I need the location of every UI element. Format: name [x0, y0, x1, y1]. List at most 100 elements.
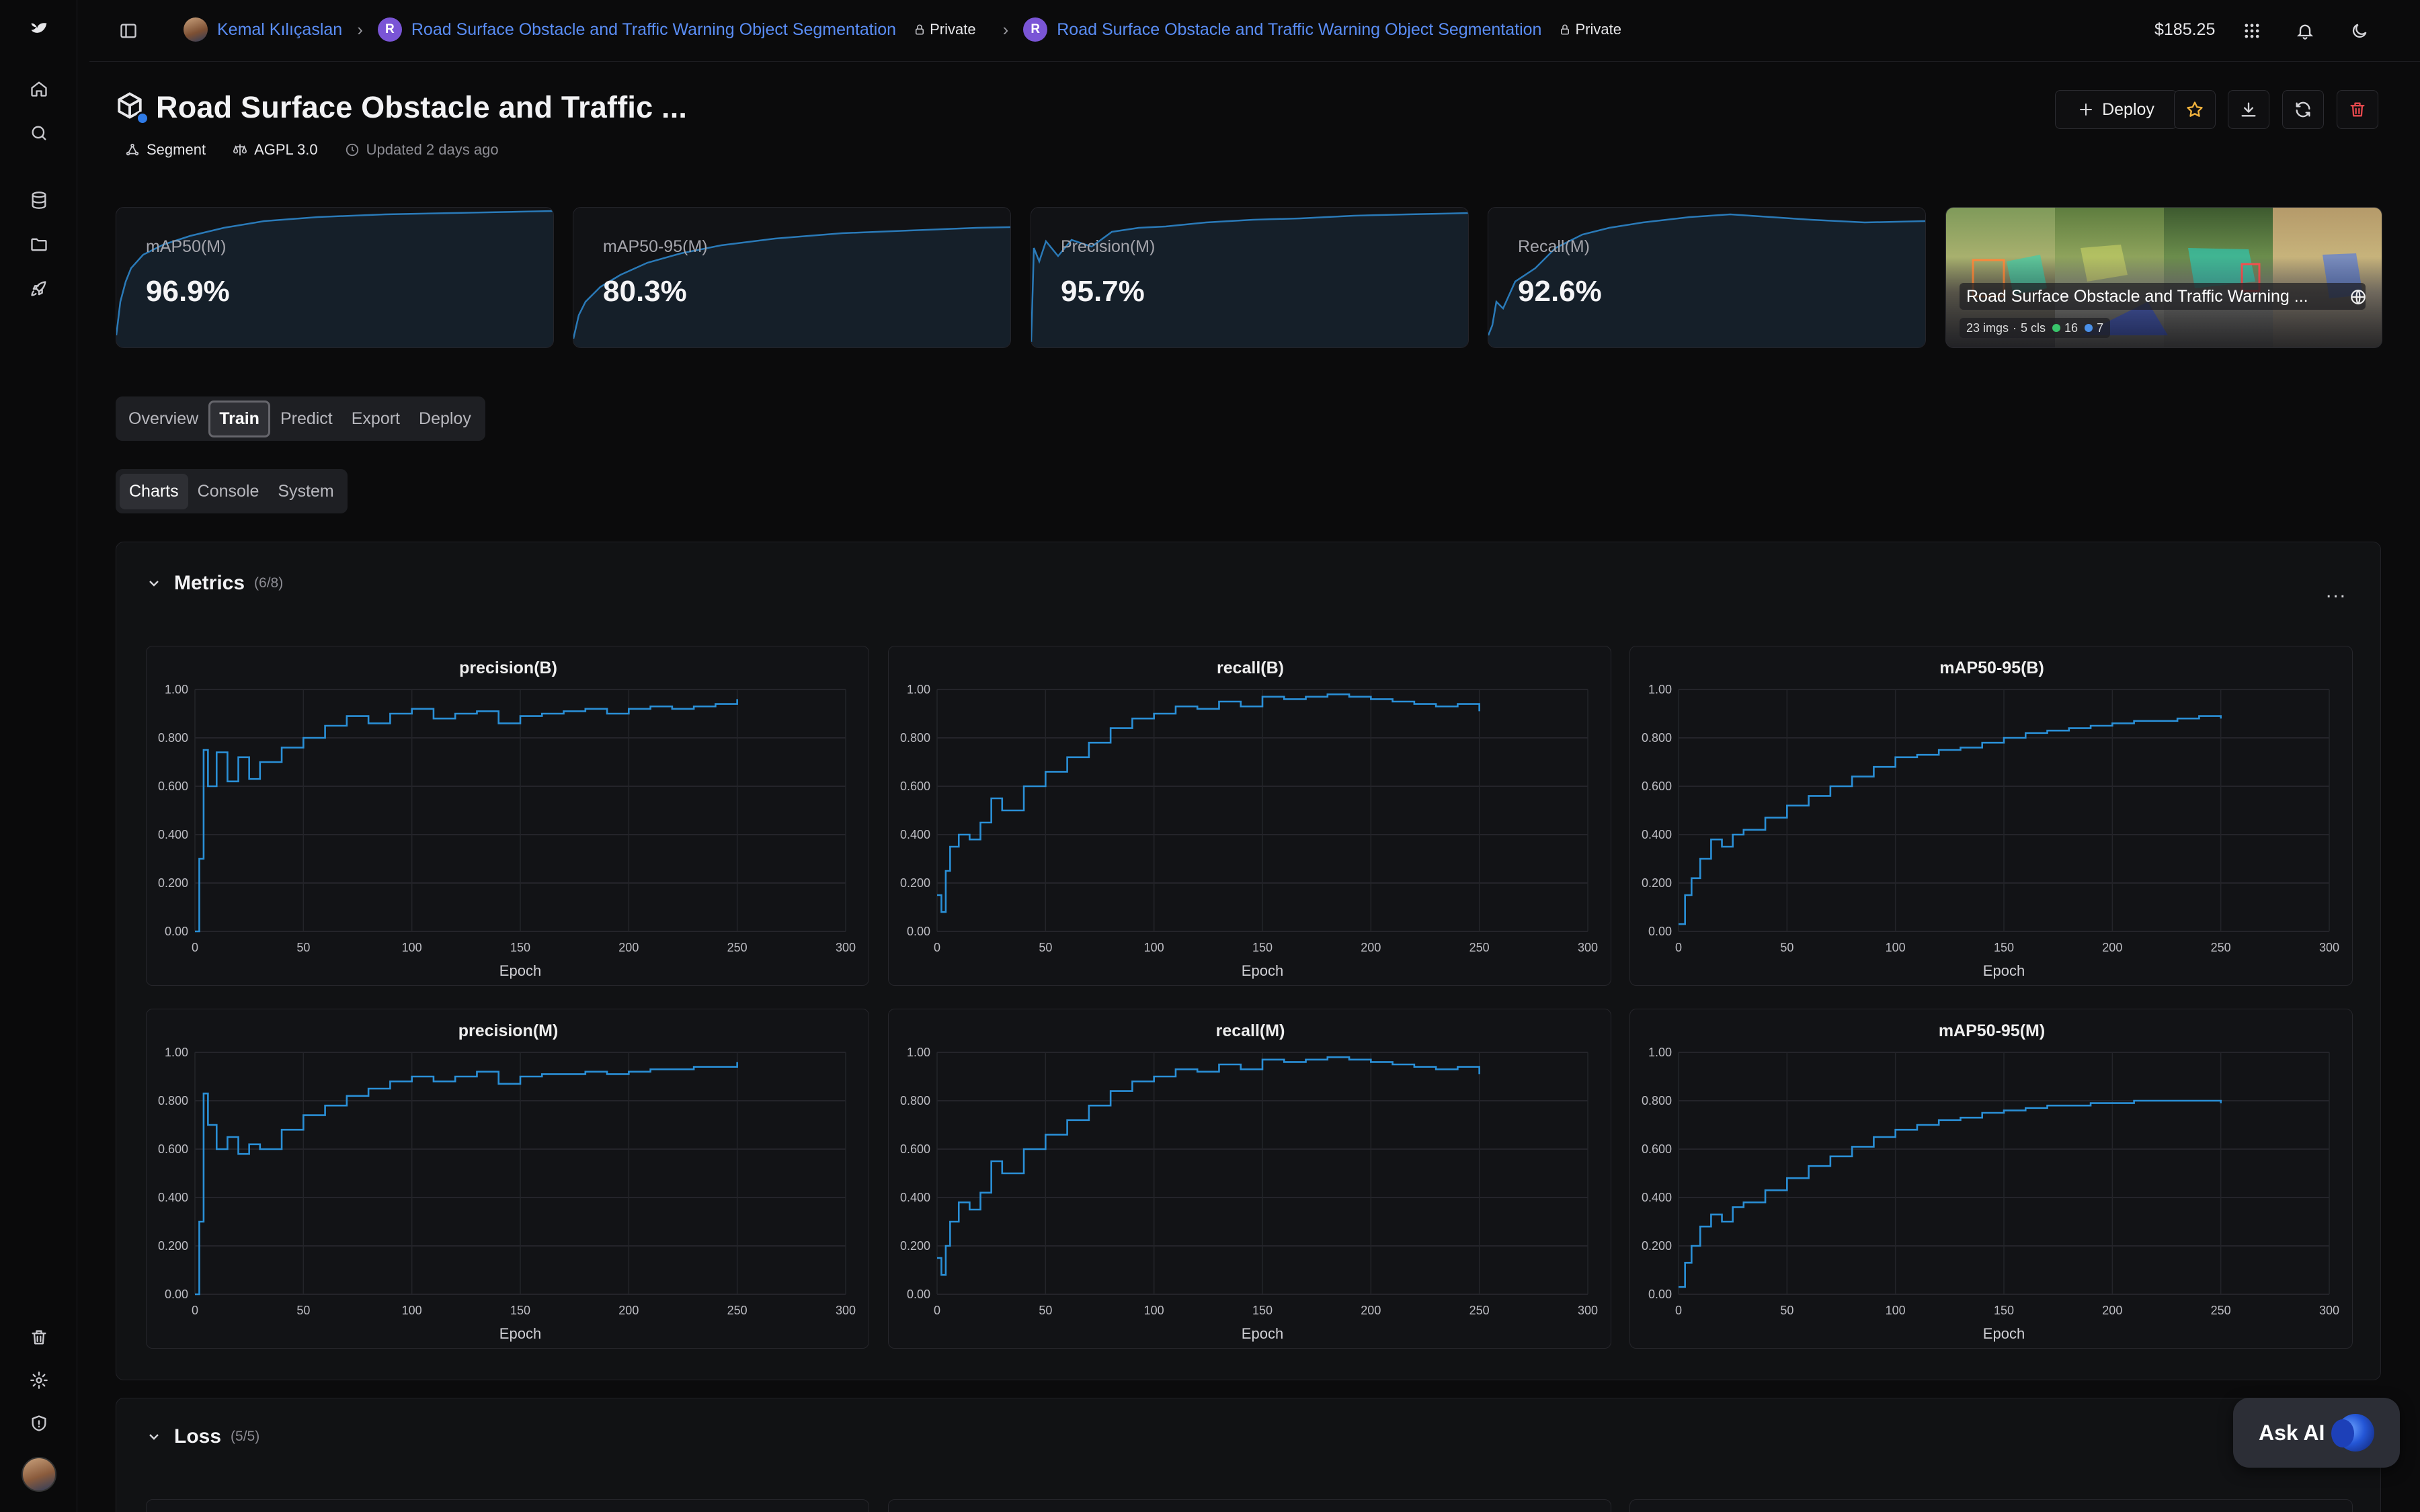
- trash-icon: [2350, 102, 2365, 117]
- x-axis-label: Epoch: [1983, 1325, 2025, 1342]
- metric-card-map50[interactable]: mAP50(M) 96.9%: [116, 207, 554, 348]
- database-icon[interactable]: [27, 188, 51, 212]
- refresh-button[interactable]: [2282, 90, 2324, 129]
- y-tick-label: 0.600: [900, 780, 930, 793]
- search-icon[interactable]: [27, 121, 51, 145]
- chart-title: mAP50-95(M): [1939, 1021, 2045, 1040]
- model-visibility: Private: [1559, 21, 1621, 38]
- metric-card-map50-95[interactable]: mAP50-95(M) 80.3%: [573, 207, 1011, 348]
- y-tick-label: 0.200: [158, 1239, 188, 1253]
- project-visibility: Private: [914, 21, 976, 38]
- series-line: [937, 693, 1480, 913]
- y-tick-label: 0.00: [1648, 1288, 1672, 1301]
- chevron-down-icon: [149, 1434, 159, 1440]
- tab-charts[interactable]: Charts: [120, 473, 188, 509]
- tab-train[interactable]: Train: [208, 400, 270, 437]
- ask-ai-button[interactable]: Ask AI: [2233, 1398, 2400, 1468]
- y-tick-label: 0.200: [1642, 1239, 1672, 1253]
- folder-icon[interactable]: [27, 233, 51, 257]
- project-badge: R: [377, 17, 402, 42]
- section-title: Loss: [174, 1425, 222, 1447]
- bell-icon[interactable]: [2293, 19, 2317, 43]
- loss-chart: [888, 1499, 1611, 1512]
- x-axis-label: Epoch: [1983, 962, 2025, 979]
- y-tick-label: 1.00: [1648, 1046, 1672, 1059]
- star-icon: [2187, 101, 2203, 117]
- dataset-classes: 5 cls: [2021, 321, 2046, 335]
- x-tick-label: 100: [402, 941, 422, 954]
- breadcrumb-model[interactable]: Road Surface Obstacle and Traffic Warnin…: [1057, 19, 1542, 39]
- apps-grid-icon[interactable]: [2240, 19, 2264, 43]
- user-avatar: [184, 17, 208, 42]
- deploy-button[interactable]: Deploy: [2055, 90, 2177, 129]
- y-tick-label: 0.800: [158, 1094, 188, 1107]
- delete-button[interactable]: [2337, 90, 2378, 129]
- x-tick-label: 150: [1994, 1304, 2014, 1317]
- x-tick-label: 300: [1578, 1304, 1598, 1317]
- metric-value: 95.7%: [1061, 275, 1145, 308]
- loss-section-header[interactable]: Loss (5/5): [146, 1425, 259, 1448]
- chart-title: recall(B): [1217, 659, 1284, 677]
- settings-icon[interactable]: [27, 1368, 51, 1392]
- breadcrumb-user[interactable]: Kemal Kılıçaslan: [217, 19, 343, 39]
- x-tick-label: 300: [836, 941, 856, 954]
- logo-icon[interactable]: [27, 19, 51, 43]
- metric-label: mAP50(M): [146, 237, 227, 256]
- lock-icon: [1561, 24, 1570, 35]
- tab-overview[interactable]: Overview: [128, 409, 199, 428]
- x-tick-label: 300: [1578, 941, 1598, 954]
- y-tick-label: 0.800: [900, 731, 930, 745]
- x-tick-label: 0: [1675, 1304, 1682, 1317]
- y-tick-label: 0.400: [900, 828, 930, 841]
- x-tick-label: 150: [510, 1304, 530, 1317]
- chart-recall-b: recall(B) 0.00 0.200 0.400 0.600 0.800 1.00 0 50…: [888, 646, 1611, 986]
- y-tick-label: 0.200: [158, 876, 188, 890]
- metric-card-precision[interactable]: Precision(M) 95.7%: [1031, 207, 1469, 348]
- avatar[interactable]: [22, 1457, 56, 1492]
- y-tick-label: 0.600: [1642, 1142, 1672, 1156]
- shield-icon[interactable]: [27, 1411, 51, 1435]
- tab-system[interactable]: System: [278, 481, 334, 501]
- y-tick-label: 0.400: [900, 1191, 930, 1204]
- section-count: (5/5): [231, 1429, 260, 1444]
- home-icon[interactable]: [27, 77, 51, 101]
- y-tick-label: 0.400: [158, 828, 188, 841]
- x-tick-label: 250: [727, 941, 748, 954]
- chart-recall-m: recall(M) 0.00 0.200 0.400 0.600 0.800 1.00 0 50…: [888, 1009, 1611, 1349]
- x-tick-label: 300: [836, 1304, 856, 1317]
- download-button[interactable]: [2228, 90, 2269, 129]
- x-tick-label: 50: [1780, 1304, 1793, 1317]
- trash-icon[interactable]: [27, 1325, 51, 1349]
- series-line: [1679, 715, 2222, 925]
- sparkline: [116, 210, 553, 347]
- balance[interactable]: $185.25: [2154, 20, 2216, 39]
- task-badge: Segment: [125, 141, 206, 159]
- x-tick-label: 250: [1469, 1304, 1490, 1317]
- tab-export[interactable]: Export: [351, 409, 401, 428]
- tab-deploy[interactable]: Deploy: [419, 409, 471, 428]
- tab-console[interactable]: Console: [197, 481, 259, 501]
- breadcrumb-project[interactable]: Road Surface Obstacle and Traffic Warnin…: [411, 19, 897, 39]
- moon-icon[interactable]: [2347, 19, 2372, 43]
- y-tick-label: 0.600: [900, 1142, 930, 1156]
- rocket-icon[interactable]: [27, 277, 51, 301]
- dataset-card[interactable]: Road Surface Obstacle and Traffic Warnin…: [1945, 207, 2382, 348]
- x-tick-label: 0: [934, 1304, 940, 1317]
- metric-card-recall[interactable]: Recall(M) 92.6%: [1488, 207, 1926, 348]
- loss-section: Loss (5/5): [116, 1398, 2381, 1512]
- breadcrumb: Kemal Kılıçaslan › R Road Surface Obstac…: [184, 17, 1621, 42]
- more-options-icon[interactable]: ...: [2325, 580, 2347, 602]
- x-axis-label: Epoch: [1242, 1325, 1283, 1342]
- metrics-section-header[interactable]: Metrics (6/8): [146, 572, 283, 595]
- x-tick-label: 50: [1780, 941, 1793, 954]
- series-line: [1679, 1099, 2222, 1288]
- x-tick-label: 200: [618, 941, 639, 954]
- x-tick-label: 150: [1252, 941, 1273, 954]
- sidebar-toggle-icon[interactable]: [116, 19, 140, 43]
- license-label: AGPL 3.0: [254, 141, 318, 158]
- section-count: (6/8): [254, 575, 284, 591]
- x-axis-label: Epoch: [499, 962, 541, 979]
- sub-tabs: Charts Console System: [116, 469, 348, 513]
- star-button[interactable]: [2174, 90, 2216, 129]
- tab-predict[interactable]: Predict: [280, 409, 333, 428]
